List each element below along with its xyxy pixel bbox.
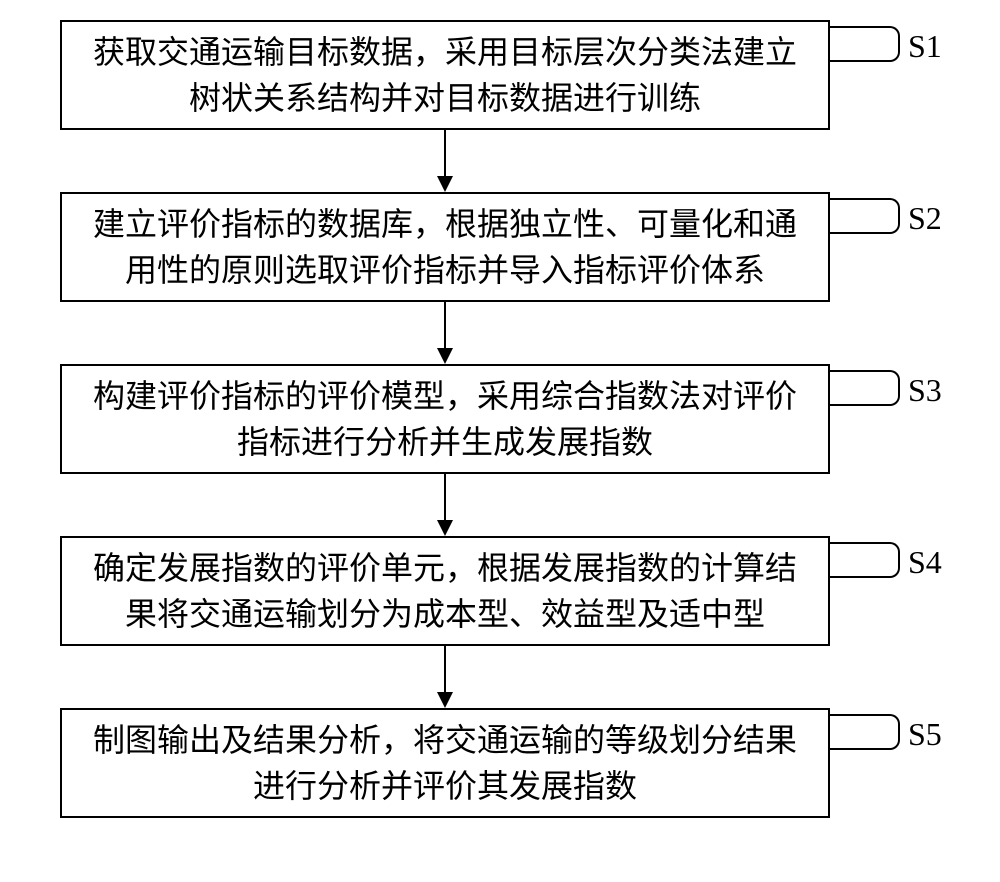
step-text-s2: 建立评价指标的数据库，根据独立性、可量化和通 用性的原则选取评价指标并导入指标评… xyxy=(93,201,797,294)
step-text-s5: 制图输出及结果分析，将交通运输的等级划分结果 进行分析并评价其发展指数 xyxy=(93,717,797,810)
label-connector-s2 xyxy=(830,198,900,234)
step-text-s1: 获取交通运输目标数据，采用目标层次分类法建立 树状关系结构并对目标数据进行训练 xyxy=(93,29,797,122)
step-label-s5: S5 xyxy=(908,716,942,753)
arrow-head-2 xyxy=(437,348,453,364)
label-connector-s3 xyxy=(830,370,900,406)
step-label-s2: S2 xyxy=(908,200,942,237)
step-label-s1: S1 xyxy=(908,28,942,65)
arrow-line-2 xyxy=(444,302,447,349)
arrow-line-3 xyxy=(444,474,447,521)
step-label-s4: S4 xyxy=(908,544,942,581)
label-connector-s5 xyxy=(830,714,900,750)
arrow-head-4 xyxy=(437,692,453,708)
step-box-s2: 建立评价指标的数据库，根据独立性、可量化和通 用性的原则选取评价指标并导入指标评… xyxy=(60,192,830,302)
arrow-line-4 xyxy=(444,646,447,693)
label-connector-s4 xyxy=(830,542,900,578)
step-box-s5: 制图输出及结果分析，将交通运输的等级划分结果 进行分析并评价其发展指数 xyxy=(60,708,830,818)
label-connector-s1 xyxy=(830,26,900,62)
step-label-s3: S3 xyxy=(908,372,942,409)
arrow-head-3 xyxy=(437,520,453,536)
step-text-s3: 构建评价指标的评价模型，采用综合指数法对评价 指标进行分析并生成发展指数 xyxy=(93,373,797,466)
step-text-s4: 确定发展指数的评价单元，根据发展指数的计算结 果将交通运输划分为成本型、效益型及… xyxy=(93,545,797,638)
arrow-head-1 xyxy=(437,176,453,192)
step-box-s4: 确定发展指数的评价单元，根据发展指数的计算结 果将交通运输划分为成本型、效益型及… xyxy=(60,536,830,646)
arrow-line-1 xyxy=(444,130,447,177)
step-box-s1: 获取交通运输目标数据，采用目标层次分类法建立 树状关系结构并对目标数据进行训练 xyxy=(60,20,830,130)
flowchart-canvas: 获取交通运输目标数据，采用目标层次分类法建立 树状关系结构并对目标数据进行训练 S… xyxy=(0,0,1000,882)
step-box-s3: 构建评价指标的评价模型，采用综合指数法对评价 指标进行分析并生成发展指数 xyxy=(60,364,830,474)
